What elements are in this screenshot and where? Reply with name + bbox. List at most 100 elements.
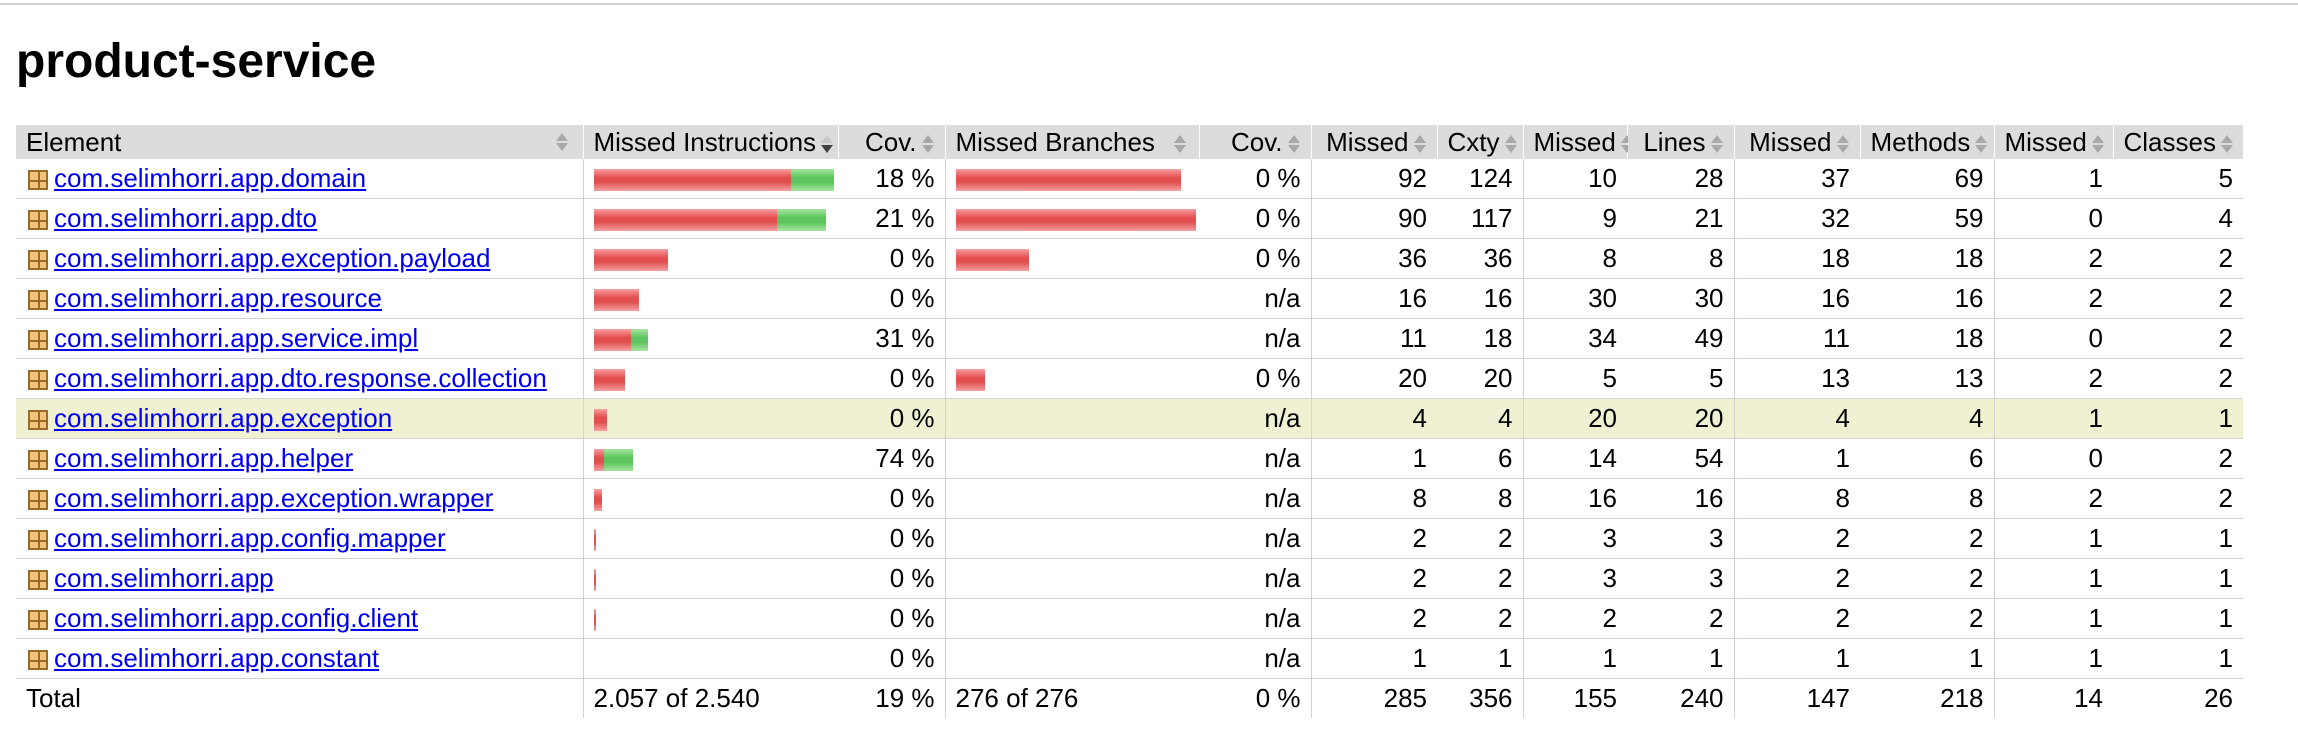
sort-icon <box>2220 133 2234 155</box>
lines: 20 <box>1627 398 1734 439</box>
classes: 2 <box>2113 478 2243 519</box>
package-link[interactable]: com.selimhorri.app.config.client <box>54 603 419 633</box>
package-link[interactable]: com.selimhorri.app <box>54 563 274 593</box>
sort-descending-icon <box>820 133 834 155</box>
instructions-covered-segment <box>776 209 826 232</box>
branches-coverage: 0 % <box>1199 159 1311 199</box>
complexity: 2 <box>1437 558 1523 599</box>
package-icon <box>28 450 48 470</box>
branches-coverage: n/a <box>1199 438 1311 479</box>
package-link[interactable]: com.selimhorri.app.dto <box>54 203 317 233</box>
missed-methods: 11 <box>1733 318 1860 359</box>
missed-complexity: 2 <box>1310 598 1437 639</box>
column-header-missed-methods[interactable]: Missed <box>1734 125 1861 159</box>
sort-icon <box>1504 133 1518 155</box>
package-icon <box>28 530 48 550</box>
column-header-missed-instructions[interactable]: Missed Instructions <box>583 125 839 159</box>
sort-icon <box>1836 133 1850 155</box>
missed-methods: 8 <box>1733 478 1860 519</box>
package-icon <box>28 650 48 670</box>
package-link[interactable]: com.selimhorri.app.dto.response.collecti… <box>54 363 547 393</box>
branches-missed-segment <box>955 369 985 392</box>
package-link[interactable]: com.selimhorri.app.exception.wrapper <box>54 483 494 513</box>
complexity: 20 <box>1437 358 1523 399</box>
column-header-missed-branches[interactable]: Missed Branches <box>945 125 1200 159</box>
instructions-bar <box>593 169 834 192</box>
instructions-coverage: 0 % <box>838 638 945 679</box>
instructions-coverage: 0 % <box>838 398 945 439</box>
table-body: com.selimhorri.app.domain 18 % 0 % 92 124 10 2… <box>16 159 2243 679</box>
package-icon <box>28 170 48 190</box>
element-cell: com.selimhorri.app.config.client <box>16 598 583 639</box>
element-cell: com.selimhorri.app.dto.response.collecti… <box>16 358 583 399</box>
column-header-missed-classes[interactable]: Missed <box>1994 125 2114 159</box>
column-header-missed-lines[interactable]: Missed <box>1523 125 1633 159</box>
classes: 2 <box>2113 358 2243 399</box>
missed-branches-cell <box>944 478 1199 519</box>
missed-lines: 3 <box>1522 518 1627 559</box>
lines: 1 <box>1627 638 1734 679</box>
table-row: com.selimhorri.app.dto.response.collecti… <box>16 358 2243 399</box>
column-header-label: Element <box>26 126 122 157</box>
package-link[interactable]: com.selimhorri.app.service.impl <box>54 323 419 353</box>
missed-instructions-cell <box>582 278 838 319</box>
missed-classes: 0 <box>1993 438 2113 479</box>
instructions-bar <box>593 489 602 512</box>
complexity: 36 <box>1437 238 1523 279</box>
table-header: Element Missed Instructions Cov. Missed … <box>16 125 2244 159</box>
column-header-label: Cov. <box>1230 126 1283 157</box>
package-icon <box>28 410 48 430</box>
missed-lines: 20 <box>1522 398 1627 439</box>
missed-instructions-cell <box>582 358 838 399</box>
lines: 49 <box>1627 318 1734 359</box>
column-header-complexity[interactable]: Cxty <box>1437 125 1524 159</box>
missed-complexity: 2 <box>1310 558 1437 599</box>
branches-coverage: n/a <box>1199 558 1311 599</box>
totals-instructions-coverage: 19 % <box>875 683 935 713</box>
package-icon <box>28 210 48 230</box>
instructions-bar <box>593 329 648 352</box>
lines: 21 <box>1627 198 1734 239</box>
missed-methods: 1 <box>1733 638 1860 679</box>
column-header-branches-coverage[interactable]: Cov. <box>1199 125 1312 159</box>
branches-bar <box>955 209 1196 232</box>
table-row: com.selimhorri.app.domain 18 % 0 % 92 124 10 2… <box>16 159 2243 199</box>
instructions-missed-segment <box>593 489 602 512</box>
package-link[interactable]: com.selimhorri.app.config.mapper <box>54 523 446 553</box>
column-header-lines[interactable]: Lines <box>1627 125 1735 159</box>
complexity: 2 <box>1437 518 1523 559</box>
package-icon <box>28 610 48 630</box>
methods: 2 <box>1860 518 1994 559</box>
element-cell: com.selimhorri.app.exception.payload <box>16 238 583 279</box>
package-link[interactable]: com.selimhorri.app.resource <box>54 283 383 313</box>
instructions-missed-segment <box>593 249 668 272</box>
missed-branches-cell <box>944 638 1199 679</box>
instructions-bar <box>593 449 633 472</box>
branches-coverage: n/a <box>1199 638 1311 679</box>
column-header-classes[interactable]: Classes <box>2113 125 2244 159</box>
package-link[interactable]: com.selimhorri.app.exception.payload <box>54 243 491 273</box>
missed-instructions-cell <box>582 518 838 559</box>
methods: 2 <box>1860 558 1994 599</box>
column-header-methods[interactable]: Methods <box>1860 125 1995 159</box>
missed-classes: 1 <box>1993 598 2113 639</box>
column-header-missed-complexity[interactable]: Missed <box>1311 125 1438 159</box>
sort-icon <box>1287 133 1301 155</box>
package-link[interactable]: com.selimhorri.app.helper <box>54 443 354 473</box>
package-link[interactable]: com.selimhorri.app.domain <box>54 163 367 193</box>
missed-instructions-cell <box>582 478 838 519</box>
package-link[interactable]: com.selimhorri.app.exception <box>54 403 393 433</box>
element-cell: com.selimhorri.app.helper <box>16 438 583 479</box>
methods: 2 <box>1860 598 1994 639</box>
instructions-coverage: 0 % <box>838 518 945 559</box>
complexity: 2 <box>1437 598 1523 639</box>
column-header-element[interactable]: Element <box>16 125 584 159</box>
coverage-table: Element Missed Instructions Cov. Missed … <box>16 125 2244 718</box>
lines: 28 <box>1627 159 1734 199</box>
missed-lines: 5 <box>1522 358 1627 399</box>
element-cell: com.selimhorri.app.exception.wrapper <box>16 478 583 519</box>
package-link[interactable]: com.selimhorri.app.constant <box>54 643 380 673</box>
column-header-instructions-coverage[interactable]: Cov. <box>838 125 946 159</box>
instructions-coverage: 21 % <box>838 198 945 239</box>
table-row: com.selimhorri.app.exception 0 % n/a 4 4 20 20… <box>16 398 2243 439</box>
